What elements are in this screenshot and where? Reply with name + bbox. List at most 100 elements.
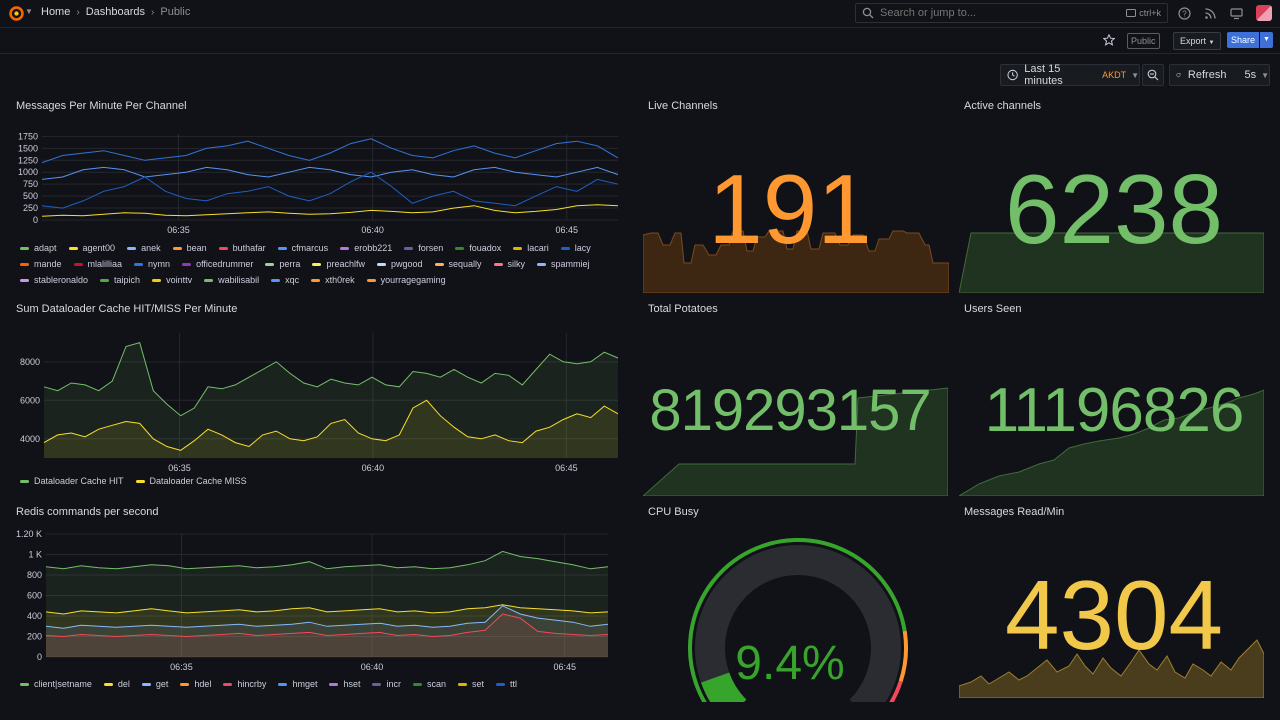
series-line-xqc[interactable]	[41, 171, 619, 209]
legend-item[interactable]: silky	[493, 258, 526, 270]
series-area-del	[46, 604, 608, 657]
legend-item[interactable]: xqc	[271, 274, 299, 286]
refresh-interval-picker[interactable]: 5s	[1244, 69, 1257, 81]
legend-item[interactable]: fouadox	[455, 242, 501, 254]
legend-label: Dataloader Cache MISS	[149, 476, 247, 486]
legend-item[interactable]: buthafar	[218, 242, 266, 254]
export-label: Export	[1180, 36, 1207, 46]
legend-item[interactable]: hincrby	[223, 678, 266, 690]
legend-item[interactable]: ttl	[496, 678, 517, 690]
legend-item[interactable]: mlalilliaa	[73, 258, 122, 270]
legend-item[interactable]: anek	[127, 242, 161, 254]
legend-item[interactable]: forsen	[404, 242, 443, 254]
x-tick-label: 06:45	[555, 463, 578, 473]
share-dropdown-chevron-icon[interactable]: ▼	[1260, 32, 1273, 48]
breadcrumb-dashboards[interactable]: Dashboards	[85, 6, 146, 18]
legend-swatch	[218, 246, 228, 250]
series-line-dataloader-cache-miss[interactable]	[43, 399, 619, 451]
legend-item[interactable]: officedrummer	[182, 258, 253, 270]
refresh-label: Refresh	[1187, 69, 1227, 81]
keyboard-icon	[1126, 9, 1137, 17]
y-tick-label: 1000	[18, 167, 38, 177]
dataloader-cache-chart[interactable]: 8000 6000 4000 06:35 06:40 06:45	[0, 325, 632, 495]
legend-label: silky	[507, 259, 526, 269]
legend-item[interactable]: erobb221	[340, 242, 392, 254]
series-line-dataloader-cache-hit[interactable]	[43, 341, 619, 417]
legend-swatch	[560, 246, 570, 250]
legend-item[interactable]: cfmarcus	[277, 242, 328, 254]
time-range-picker[interactable]: Last 15 minutes AKDT ▼	[1000, 63, 1140, 87]
legend-item[interactable]: get	[141, 678, 168, 690]
messages-per-minute-chart[interactable]: 1750 1500 1250 1000 750 500 250 0 06:35 06:40 06:4…	[0, 122, 632, 262]
help-icon[interactable]: ?	[1178, 7, 1191, 20]
x-tick-label: 06:45	[555, 225, 578, 235]
panel-title[interactable]: Total Potatoes	[648, 303, 718, 315]
series-line-agent00[interactable]	[41, 204, 619, 217]
monitor-icon[interactable]	[1230, 7, 1243, 20]
panel-title[interactable]: Sum Dataloader Cache HIT/MISS Per Minute	[16, 303, 238, 315]
time-range-label: Last 15 minutes	[1024, 63, 1063, 87]
zoom-out-button[interactable]	[1142, 64, 1164, 86]
legend-item[interactable]: vointtv	[152, 274, 192, 286]
x-tick-label: 06:40	[361, 662, 384, 672]
refresh-button[interactable]: Refresh 5s ▼	[1169, 64, 1270, 86]
grafana-logo-icon[interactable]	[8, 5, 25, 22]
stat-value: 4304	[1004, 560, 1223, 670]
panel-title[interactable]: Live Channels	[648, 100, 718, 112]
legend-item[interactable]: del	[103, 678, 130, 690]
search-input[interactable]	[878, 6, 1122, 20]
y-tick-label: 0	[33, 215, 38, 225]
legend-item[interactable]: sequally	[434, 258, 482, 270]
legend-item[interactable]: xth0rek	[311, 274, 355, 286]
legend-item[interactable]: perra	[265, 258, 300, 270]
legend-item[interactable]: lacari	[513, 242, 549, 254]
legend-item[interactable]: mande	[20, 258, 62, 270]
breadcrumb-home[interactable]: Home	[41, 6, 71, 18]
legend-item[interactable]: set	[458, 678, 484, 690]
legend-swatch	[329, 682, 339, 686]
series-line-forsen[interactable]	[41, 166, 619, 180]
star-icon[interactable]	[1103, 34, 1115, 46]
series-line-client-setname[interactable]	[45, 550, 609, 570]
legend-item[interactable]: adapt	[20, 242, 57, 254]
legend-item[interactable]: preachlfw	[312, 258, 365, 270]
series-line-nymn[interactable]	[41, 138, 619, 164]
legend-item[interactable]: wabilisabil	[204, 274, 259, 286]
legend-item[interactable]: Dataloader Cache MISS	[135, 475, 247, 487]
legend-item[interactable]: nymn	[134, 258, 170, 270]
rss-news-icon[interactable]	[1204, 7, 1217, 20]
panel-title[interactable]: Active channels	[964, 100, 1042, 112]
legend-swatch	[180, 682, 190, 686]
legend-swatch	[135, 479, 145, 483]
series-line-hincrby[interactable]	[45, 613, 609, 638]
panel-title[interactable]: Messages Per Minute Per Channel	[16, 100, 187, 112]
legend-item[interactable]: bean	[172, 242, 207, 254]
series-line-del[interactable]	[45, 604, 609, 615]
search-bar[interactable]: ctrl+k	[855, 3, 1168, 23]
legend-item[interactable]: stableronaldo	[20, 274, 88, 286]
legend-item[interactable]: pwgood	[376, 258, 423, 270]
legend-item[interactable]: taipich	[100, 274, 140, 286]
legend-item[interactable]: hmget	[278, 678, 317, 690]
legend-item[interactable]: spammiej	[537, 258, 590, 270]
legend-item[interactable]: yourragegaming	[366, 274, 446, 286]
legend-item[interactable]: Dataloader Cache HIT	[20, 475, 124, 487]
share-button[interactable]: Share	[1227, 32, 1259, 48]
legend-item[interactable]: hset	[329, 678, 360, 690]
legend-swatch	[458, 682, 467, 686]
legend-item[interactable]: agent00	[68, 242, 115, 254]
redis-commands-chart[interactable]: 1.20 K 1 K 800 600 400 200 0 06:35 06:40 06:45	[0, 524, 632, 692]
series-line-get[interactable]	[45, 605, 609, 629]
panel-title[interactable]: Messages Read/Min	[964, 506, 1065, 518]
legend-item[interactable]: hdel	[180, 678, 211, 690]
panel-title[interactable]: Redis commands per second	[16, 506, 159, 518]
legend-item[interactable]: incr	[372, 678, 401, 690]
legend-item[interactable]: lacy	[560, 242, 591, 254]
chevron-down-icon[interactable]: ▼	[25, 7, 33, 16]
legend-item[interactable]: client|setname	[20, 678, 92, 690]
export-button[interactable]: Export ▼	[1173, 32, 1222, 50]
panel-title[interactable]: CPU Busy	[648, 506, 699, 518]
user-avatar[interactable]	[1256, 5, 1272, 21]
panel-title[interactable]: Users Seen	[964, 303, 1022, 315]
legend-item[interactable]: scan	[412, 678, 446, 690]
